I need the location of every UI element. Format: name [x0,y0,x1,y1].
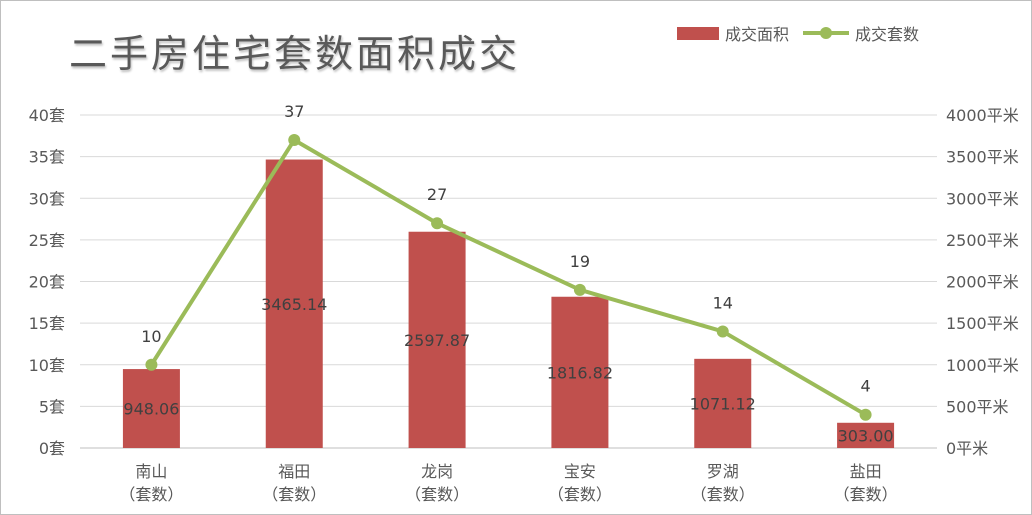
bar-data-label: 1071.12 [690,394,756,413]
right-tick-label: 2500平米 [946,231,1019,250]
series-line [149,137,867,417]
line-data-label: 27 [427,185,447,204]
right-tick-label: 1000平米 [946,356,1019,375]
right-tick-label: 4000平米 [946,106,1019,125]
bar [265,159,323,448]
right-tick-label: 500平米 [946,397,1009,416]
left-axis: 0套 5套 10套 15套 20套 25套 30套 35套 40套 [29,106,65,458]
category-label: （套数） [691,485,755,504]
legend-label-count: 成交套数 [855,25,920,44]
line-point [288,133,301,146]
category-label: （套数） [119,485,183,504]
category-label: 南山 [135,462,167,481]
category-label: （套数） [405,485,469,504]
legend-line-swatch [803,26,850,40]
line-data-label: 4 [860,377,870,396]
bar-data-label: 3465.14 [261,295,327,314]
bar [408,231,466,448]
right-axis: 0平米 500平米 1000平米 1500平米 2000平米 2500平米 3000平米 35… [946,106,1019,458]
line-data-label: 37 [284,102,304,121]
line-point [145,358,158,371]
category-label: 龙岗 [421,462,453,481]
right-tick-label: 3500平米 [946,148,1019,167]
left-tick-label: 5套 [39,397,65,416]
left-tick-label: 35套 [29,148,65,167]
left-tick-label: 10套 [29,356,65,375]
bar [122,369,180,448]
line-data-label: 14 [713,293,733,312]
bar-data-label: 2597.87 [404,331,470,350]
bar [551,296,609,448]
right-tick-label: 1500平米 [946,314,1019,333]
chart-title: 二手房住宅套数面积成交 [69,32,521,76]
line-point [859,408,872,421]
bar-data-label: 1816.82 [547,363,613,382]
bar-data-label: 303.00 [838,426,894,445]
category-label: （套数） [548,485,612,504]
bar-series-area: 948.06 3465.14 2597.87 1816.82 1071.12 303.00 [122,159,895,448]
left-tick-label: 0套 [39,439,65,458]
left-tick-label: 40套 [29,106,65,125]
bar [694,358,752,448]
left-tick-label: 25套 [29,231,65,250]
legend-bar-swatch [677,26,719,40]
legend-item-count: 成交套数 [803,21,919,45]
legend-label-area: 成交面积 [725,25,790,44]
line-point [573,283,586,296]
legend: 成交面积 成交套数 [677,21,933,45]
category-axis: 南山 （套数） 福田 （套数） 龙岗 （套数） 宝安 （套数） 罗湖 （套数） 盐田 （套数） [119,462,897,504]
left-tick-label: 15套 [29,314,65,333]
left-tick-label: 30套 [29,189,65,208]
category-label: 罗湖 [707,462,739,481]
line-data-label: 19 [570,252,590,271]
line-data-label: 10 [141,327,161,346]
left-tick-label: 20套 [29,273,65,292]
line-series-count: 10 37 27 19 14 4 [141,102,872,421]
bar [837,422,895,448]
right-tick-label: 0平米 [946,439,988,458]
line-point [716,325,729,338]
category-label: 盐田 [850,462,882,481]
right-tick-label: 2000平米 [946,273,1019,292]
category-label: 福田 [278,462,310,481]
gridlines [80,114,937,449]
right-tick-label: 3000平米 [946,189,1019,208]
legend-item-area: 成交面积 [677,21,789,45]
bar-data-label: 948.06 [123,400,179,419]
line-point [431,217,444,230]
category-label: （套数） [834,485,898,504]
category-label: 宝安 [564,462,596,481]
category-label: （套数） [262,485,326,504]
